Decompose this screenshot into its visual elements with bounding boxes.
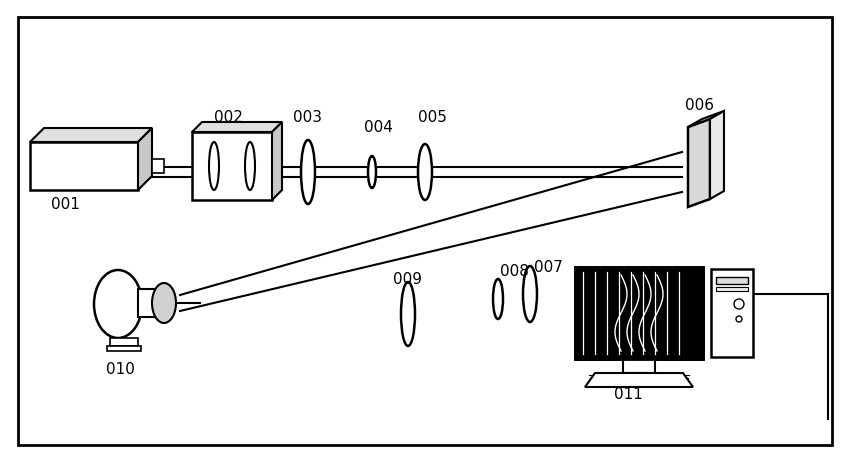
Circle shape (734, 300, 744, 309)
Ellipse shape (209, 143, 219, 191)
Polygon shape (30, 129, 152, 143)
Text: 011: 011 (614, 387, 643, 401)
Text: 002: 002 (213, 110, 242, 125)
Ellipse shape (245, 143, 255, 191)
Bar (716, 288, 748, 291)
Text: 008: 008 (500, 264, 529, 279)
Polygon shape (192, 123, 282, 133)
Polygon shape (688, 112, 724, 128)
Polygon shape (710, 112, 724, 200)
Polygon shape (138, 129, 152, 191)
Text: 005: 005 (417, 110, 446, 125)
Ellipse shape (94, 270, 142, 338)
Bar (30, 143, 138, 191)
Bar (575, 268, 703, 359)
Text: 003: 003 (293, 110, 322, 125)
Ellipse shape (152, 283, 176, 323)
Text: 004: 004 (364, 120, 393, 135)
Bar (138, 289, 162, 317)
Text: 007: 007 (534, 260, 563, 275)
Text: 010: 010 (105, 362, 134, 377)
Bar (575, 268, 703, 359)
Bar (107, 346, 141, 351)
Ellipse shape (493, 279, 503, 319)
Polygon shape (585, 373, 693, 387)
Polygon shape (688, 120, 710, 207)
Bar (716, 277, 748, 284)
Ellipse shape (301, 141, 315, 205)
Bar (152, 160, 164, 174)
Ellipse shape (401, 282, 415, 346)
Polygon shape (272, 123, 282, 200)
Bar (711, 269, 753, 357)
Bar (192, 133, 272, 200)
Text: 009: 009 (394, 272, 422, 287)
Text: 001: 001 (50, 197, 79, 212)
Bar (110, 338, 138, 346)
Ellipse shape (368, 156, 376, 188)
Ellipse shape (523, 266, 537, 322)
Text: 006: 006 (685, 97, 715, 112)
Circle shape (736, 316, 742, 322)
Ellipse shape (418, 144, 432, 200)
Bar (623, 359, 655, 373)
